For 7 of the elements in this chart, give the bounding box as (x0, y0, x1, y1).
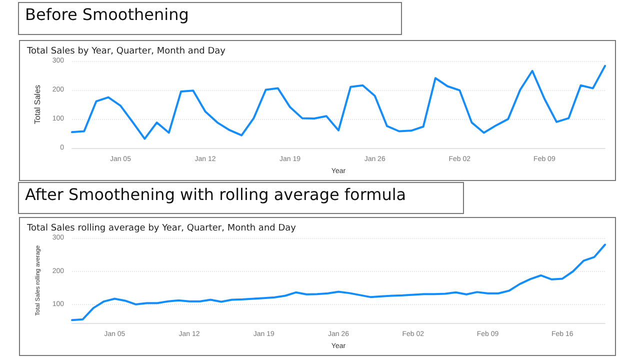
chart-subtitle: Total Sales by Year, Quarter, Month and Day (26, 46, 226, 56)
chart-title: Before Smoothening (18, 2, 402, 35)
y-axis-title: Total Sales (32, 84, 42, 124)
line-series (71, 64, 606, 140)
chart-subtitle: Total Sales rolling average by Year, Quarter, Month and Day (26, 224, 297, 234)
line-series (71, 244, 606, 322)
chart-title: After Smoothening with rolling average formula (18, 182, 464, 214)
